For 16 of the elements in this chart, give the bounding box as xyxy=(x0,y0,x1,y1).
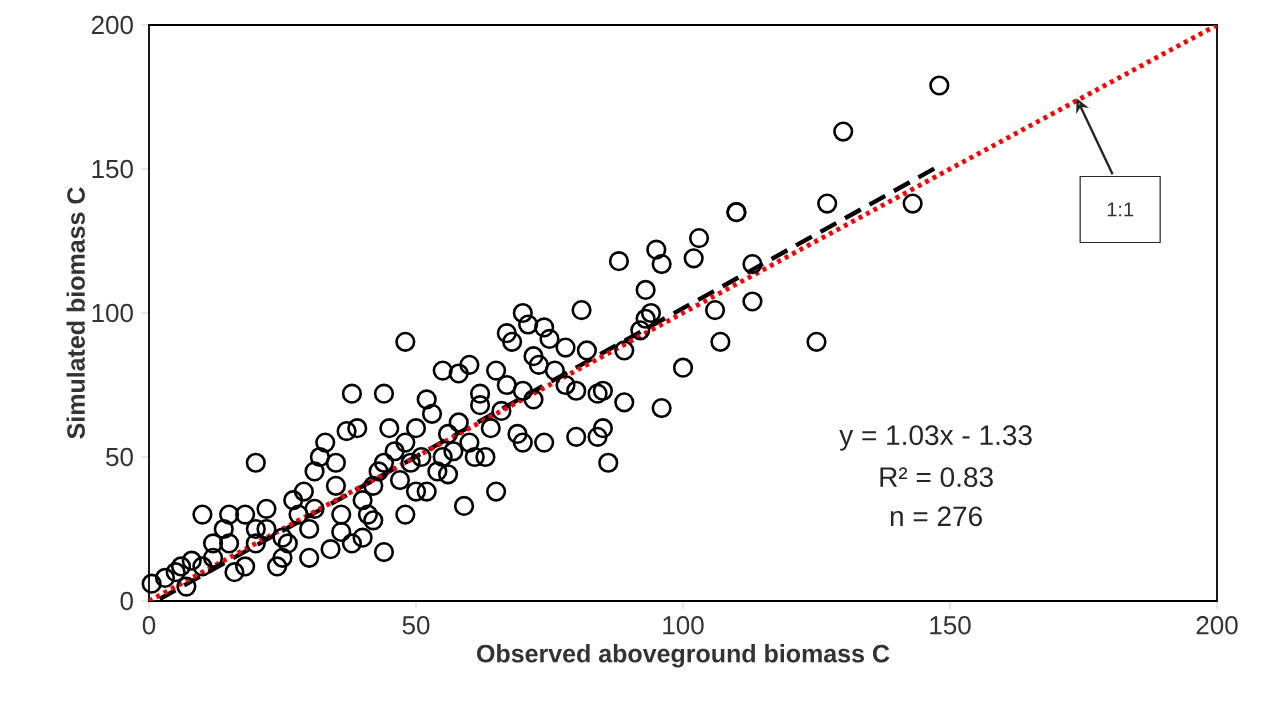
annotation: y = 1.03x - 1.33 xyxy=(839,425,1032,451)
x-tick-label: 0 xyxy=(142,616,156,635)
y-axis-title: Simulated biomass C xyxy=(66,187,85,439)
x-tick-label: 150 xyxy=(930,616,971,635)
x-tick-label: 50 xyxy=(402,616,430,635)
annotation: n = 276 xyxy=(890,506,982,527)
x-tick-label: 100 xyxy=(663,616,704,635)
annotation: 1:1 xyxy=(1107,202,1134,217)
y-tick-label: 0 xyxy=(120,591,133,611)
annotation: R² = 0.83 xyxy=(880,467,993,488)
x-axis-title: Observed aboveground biomass C xyxy=(477,644,890,668)
y-tick-label: 150 xyxy=(92,159,133,179)
x-tick-label: 200 xyxy=(1196,616,1238,635)
y-tick-label: 200 xyxy=(91,15,133,35)
y-tick-label: 50 xyxy=(106,447,133,467)
y-tick-label: 100 xyxy=(92,303,133,323)
